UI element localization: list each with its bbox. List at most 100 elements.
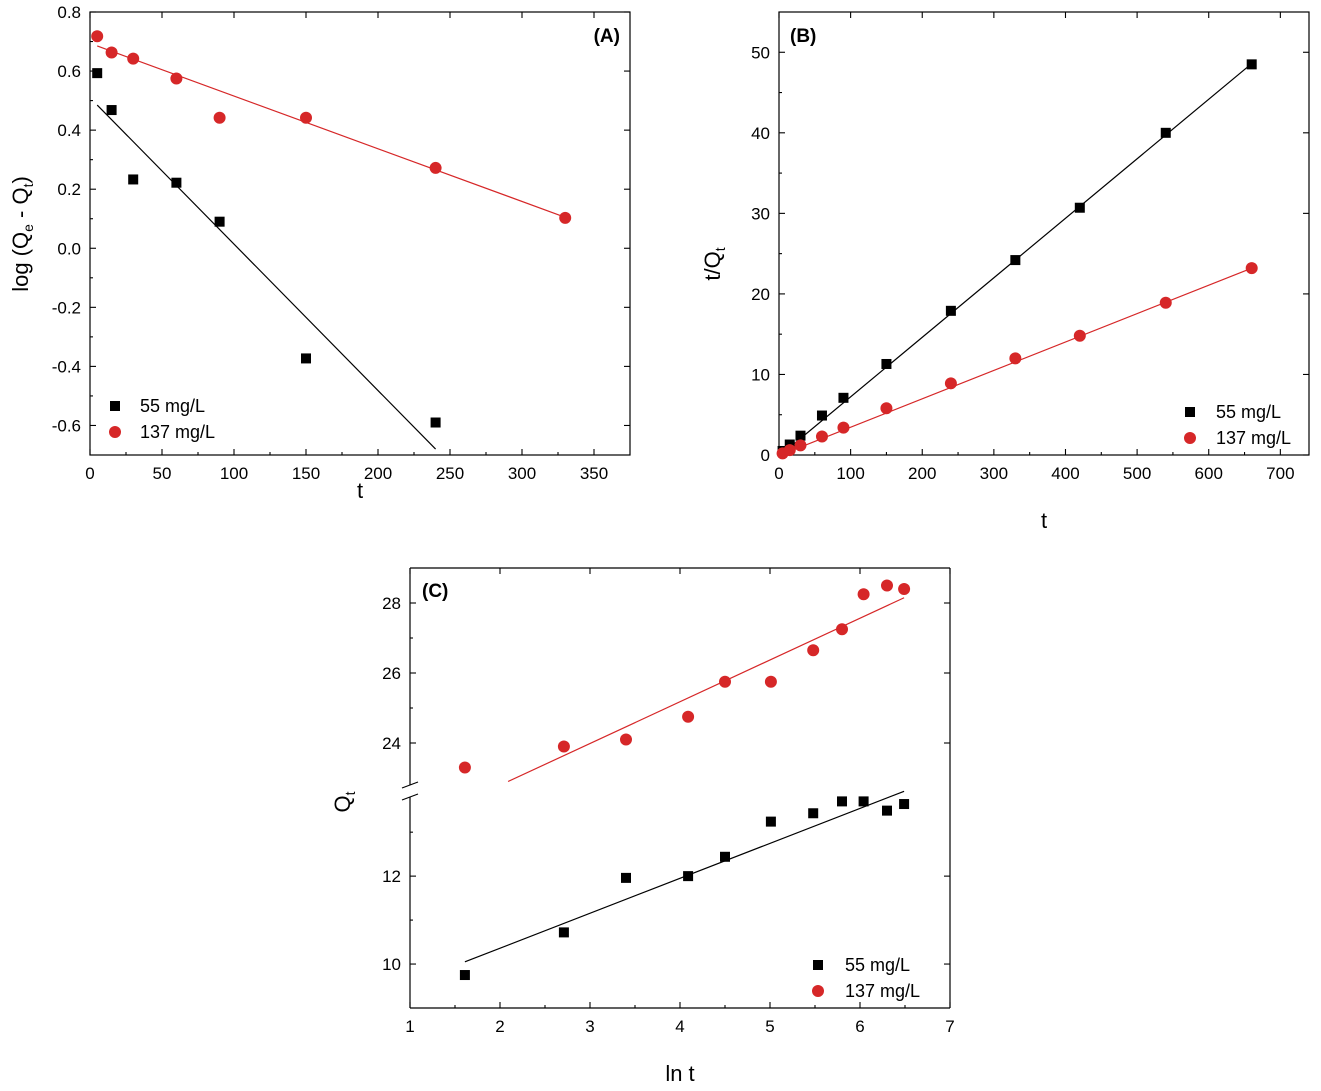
data-point xyxy=(795,430,806,441)
data-point xyxy=(683,871,694,882)
plot-frame xyxy=(89,11,631,456)
data-point xyxy=(765,816,776,827)
data-point xyxy=(620,733,632,746)
axis-break-mark xyxy=(401,781,419,789)
data-point xyxy=(794,439,807,452)
y-tick-label: 50 xyxy=(751,43,770,62)
data-point xyxy=(1245,262,1258,275)
data-point xyxy=(783,444,796,457)
data-point xyxy=(682,710,695,723)
x-tick-label: 350 xyxy=(580,464,608,483)
data-point xyxy=(881,579,893,592)
y-axis-title-sub: t xyxy=(342,791,358,795)
fit-line xyxy=(96,45,566,218)
data-point xyxy=(944,377,957,390)
data-point xyxy=(106,105,117,116)
x-tick-label: 100 xyxy=(836,464,864,483)
data-point xyxy=(621,872,631,883)
x-tick-label: 700 xyxy=(1266,464,1294,483)
y-tick-label: 0 xyxy=(761,446,770,465)
x-tick-label: 300 xyxy=(508,464,536,483)
data-point xyxy=(92,68,103,79)
data-point xyxy=(1074,202,1085,213)
data-point xyxy=(720,851,730,862)
y-tick-label: 0.2 xyxy=(57,180,81,199)
data-point xyxy=(429,161,442,174)
x-tick-label: 2 xyxy=(495,1017,504,1036)
x-tick-label: 100 xyxy=(220,464,248,483)
y-tick-label: -0.4 xyxy=(52,357,81,376)
y-axis-title: Qt xyxy=(330,791,358,812)
y-tick-label: 40 xyxy=(751,124,770,143)
legend-marker xyxy=(1185,407,1195,417)
legend-marker xyxy=(109,426,121,438)
x-tick-label: 0 xyxy=(774,464,783,483)
data-point xyxy=(170,72,183,85)
data-point xyxy=(430,417,441,428)
y-tick-label: 20 xyxy=(751,285,770,304)
data-point xyxy=(815,430,828,443)
x-tick-label: 0 xyxy=(85,464,94,483)
x-tick-label: 250 xyxy=(436,464,464,483)
legend-label: 137 mg/L xyxy=(140,422,215,442)
y-tick-label: -0.6 xyxy=(52,416,81,435)
data-point xyxy=(1159,296,1172,309)
y-tick-label: 10 xyxy=(751,365,770,384)
data-point xyxy=(214,216,225,227)
data-point xyxy=(1073,329,1086,342)
y-axis-title-part: t xyxy=(20,183,36,187)
y-axis-title-part: t/Q xyxy=(700,251,725,280)
data-point xyxy=(719,675,731,688)
x-axis-title: ln t xyxy=(665,1061,694,1086)
data-point xyxy=(458,761,471,774)
data-point xyxy=(105,46,118,59)
data-point xyxy=(1009,352,1022,365)
x-tick-label: 400 xyxy=(1051,464,1079,483)
x-tick-label: 600 xyxy=(1195,464,1223,483)
y-tick-label: 12 xyxy=(382,867,401,886)
y-axis-title-part: e xyxy=(20,224,36,232)
data-point xyxy=(1010,255,1021,266)
legend-label: 137 mg/L xyxy=(1216,428,1291,448)
x-tick-label: 3 xyxy=(585,1017,594,1036)
data-point xyxy=(898,583,911,595)
legend-marker xyxy=(110,401,120,411)
data-point xyxy=(816,410,827,421)
series-137 xyxy=(458,579,911,783)
panel-label: (B) xyxy=(790,26,816,47)
data-point xyxy=(764,675,777,688)
data-point xyxy=(171,177,182,188)
series-137 xyxy=(776,262,1258,460)
data-point xyxy=(880,402,893,415)
legend-label: 137 mg/L xyxy=(845,981,920,1001)
series-55 xyxy=(459,790,910,981)
data-point xyxy=(837,421,850,434)
y-tick-label: 0.6 xyxy=(57,62,81,81)
series-55 xyxy=(777,59,1257,456)
y-tick-label: 0.0 xyxy=(57,239,81,258)
data-point xyxy=(128,174,139,185)
x-tick-label: 1 xyxy=(405,1017,414,1036)
data-point xyxy=(301,353,311,364)
data-point xyxy=(213,111,226,124)
plot-frame xyxy=(778,11,1310,456)
data-point xyxy=(882,805,892,816)
x-tick-label: 200 xyxy=(364,464,392,483)
data-point xyxy=(838,392,849,403)
legend-marker xyxy=(812,985,824,997)
x-axis-title: t xyxy=(1041,508,1047,533)
panel-b: 0 100 200 300 400 500 600 70001020304050(B)tt/Q… xyxy=(700,11,1310,533)
x-tick-label: 4 xyxy=(675,1017,684,1036)
legend-label: 55 mg/L xyxy=(845,955,910,975)
y-axis-title: log (Qe - Qt) xyxy=(8,176,36,292)
x-tick-label: 50 xyxy=(153,464,172,483)
series-55 xyxy=(92,68,441,450)
y-axis-title-sub: t xyxy=(712,247,728,251)
axis-break-mark xyxy=(401,793,419,801)
y-tick-label: 0.8 xyxy=(57,3,81,22)
x-tick-label: 5 xyxy=(765,1017,774,1036)
legend-label: 55 mg/L xyxy=(140,396,205,416)
x-tick-label: 500 xyxy=(1123,464,1151,483)
panel-label: (A) xyxy=(594,26,620,47)
